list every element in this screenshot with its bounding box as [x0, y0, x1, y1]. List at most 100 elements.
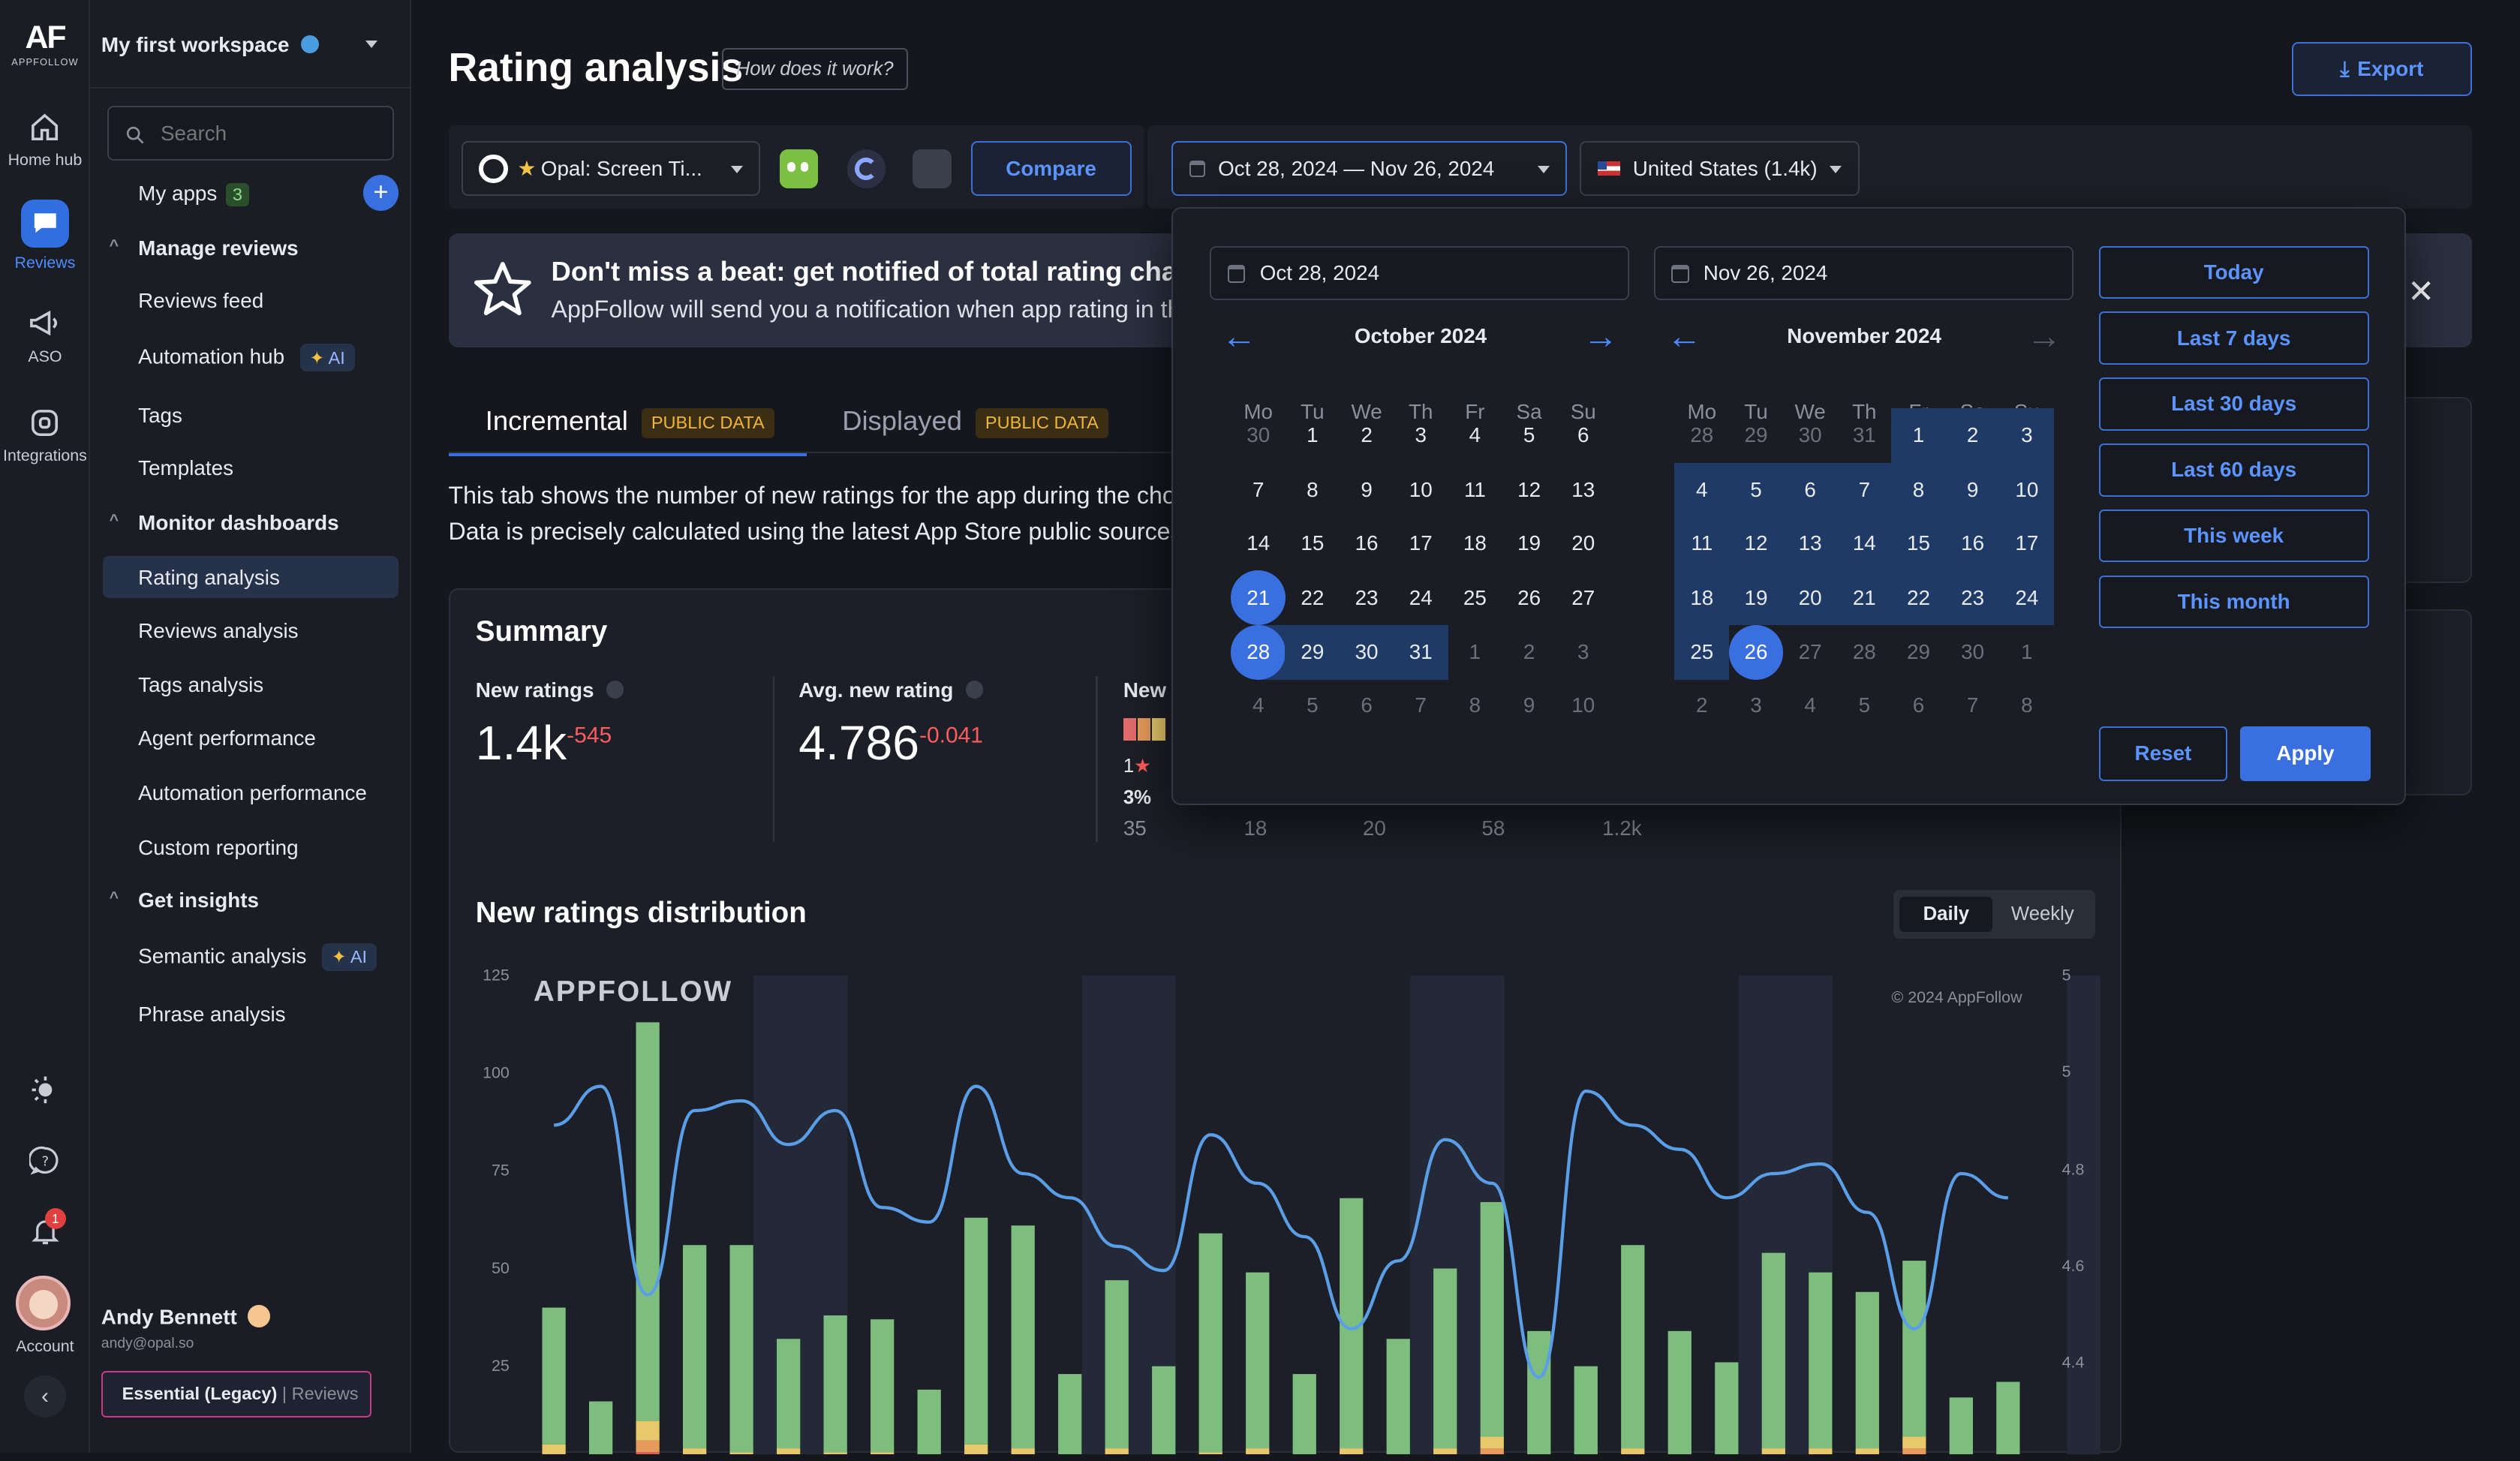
calendar-day[interactable]: 3: [1999, 407, 2055, 463]
chart-bar-segment[interactable]: [1105, 1280, 1129, 1448]
chart-bar-segment[interactable]: [729, 1245, 753, 1453]
calendar-day[interactable]: 18: [1674, 570, 1730, 625]
sidebar-item-agent-performance[interactable]: Agent performance: [138, 726, 316, 750]
calendar-day[interactable]: 2: [1945, 407, 2001, 463]
section-get-insights[interactable]: ^ Get insights: [110, 888, 259, 912]
sidebar-item-reviews-feed[interactable]: Reviews feed: [138, 289, 264, 313]
calendar-day[interactable]: 1: [1469, 640, 1481, 664]
sidebar-item-automation-hub[interactable]: Automation hub ✦ AI: [138, 344, 355, 371]
chart-bar-segment[interactable]: [1011, 1448, 1035, 1456]
preset-last-7-days-button[interactable]: Last 7 days: [2098, 311, 2369, 365]
sidebar-search[interactable]: [107, 106, 394, 161]
calendar-day[interactable]: 10: [1409, 478, 1433, 502]
calendar-day[interactable]: 30: [1798, 423, 1822, 447]
calendar-day[interactable]: 7: [1836, 462, 1892, 518]
sidebar-item-rating-analysis[interactable]: Rating analysis: [138, 565, 280, 589]
calendar-day[interactable]: 12: [1517, 478, 1541, 502]
chart-bar-segment[interactable]: [1151, 1366, 1176, 1460]
start-date-input[interactable]: Oct 28, 2024: [1210, 245, 1630, 301]
country-selector[interactable]: United States (1.4k): [1580, 141, 1860, 197]
calendar-day[interactable]: 6: [1782, 462, 1838, 518]
calendar-day[interactable]: 10: [1999, 462, 2055, 518]
preset-last-60-days-button[interactable]: Last 60 days: [2098, 443, 2369, 497]
chart-bar-segment[interactable]: [776, 1448, 801, 1456]
calendar-day[interactable]: 20: [1571, 531, 1595, 555]
chart-bar-segment[interactable]: [1902, 1436, 1926, 1448]
sidebar-item-my-apps[interactable]: My apps 3: [138, 182, 249, 207]
preset-today-button[interactable]: Today: [2098, 245, 2369, 299]
prev-month-button-right[interactable]: ←: [1667, 318, 1702, 353]
calendar-day[interactable]: 3: [1415, 423, 1427, 447]
calendar-day[interactable]: 25: [1674, 624, 1730, 680]
help-button[interactable]: ?: [27, 1144, 62, 1183]
calendar-day[interactable]: 5: [1307, 693, 1319, 717]
chart-bar-segment[interactable]: [776, 1339, 801, 1448]
search-input[interactable]: [157, 117, 383, 150]
calendar-day[interactable]: 29: [1285, 624, 1340, 680]
chart-bar-segment[interactable]: [542, 1307, 566, 1444]
calendar-day[interactable]: 2: [1696, 693, 1708, 717]
tab-incremental[interactable]: Incremental PUBLIC DATA: [448, 405, 807, 457]
chart-bar-segment[interactable]: [1809, 1272, 1833, 1448]
calendar-day[interactable]: 23: [1945, 570, 2001, 625]
calendar-day[interactable]: 15: [1301, 531, 1325, 555]
calendar-day[interactable]: 4: [1674, 462, 1730, 518]
calendar-day[interactable]: 29: [1744, 423, 1768, 447]
calendar-day[interactable]: 21: [1836, 570, 1892, 625]
chart-bar-segment[interactable]: [1198, 1233, 1222, 1453]
calendar-day[interactable]: 26: [1728, 624, 1784, 680]
calendar-day[interactable]: 24: [1999, 570, 2055, 625]
calendar-day[interactable]: 6: [1361, 693, 1373, 717]
preset-this-week-button[interactable]: This week: [2098, 509, 2369, 563]
chart-bar-segment[interactable]: [1949, 1397, 1973, 1460]
calendar-day[interactable]: 1: [1307, 423, 1319, 447]
calendar-day[interactable]: 14: [1836, 516, 1892, 571]
chart-bar-segment[interactable]: [917, 1389, 941, 1460]
tab-displayed[interactable]: Displayed PUBLIC DATA: [842, 405, 1163, 457]
calendar-day[interactable]: 31: [1852, 423, 1876, 447]
close-banner-button[interactable]: ✕: [2407, 273, 2434, 311]
calendar-day[interactable]: 7: [1966, 693, 1979, 717]
chart-bar-segment[interactable]: [1433, 1268, 1457, 1448]
calendar-day[interactable]: 14: [1246, 531, 1271, 555]
account-avatar[interactable]: [16, 1276, 71, 1331]
chart-bar-segment[interactable]: [1105, 1448, 1129, 1456]
calendar-day[interactable]: 30: [1246, 423, 1271, 447]
chart-bar-segment[interactable]: [682, 1245, 707, 1448]
calendar-day[interactable]: 12: [1728, 516, 1784, 571]
calendar-day[interactable]: 6: [1577, 423, 1589, 447]
chart-bar-segment[interactable]: [1292, 1374, 1316, 1460]
calendar-day[interactable]: 7: [1252, 478, 1265, 502]
sidebar-item-tags[interactable]: Tags: [138, 403, 182, 427]
sidebar-item-phrase-analysis[interactable]: Phrase analysis: [138, 1003, 286, 1027]
calendar-day[interactable]: 1: [1891, 407, 1946, 463]
chart-bar-segment[interactable]: [1761, 1448, 1785, 1456]
calendar-day[interactable]: 28: [1231, 624, 1286, 680]
calendar-day[interactable]: 19: [1728, 570, 1784, 625]
chart-bar-segment[interactable]: [1480, 1436, 1504, 1448]
next-month-button-right[interactable]: →: [2026, 318, 2061, 353]
sidebar-item-custom-reporting[interactable]: Custom reporting: [138, 835, 299, 859]
calendar-day[interactable]: 4: [1469, 423, 1481, 447]
chart-bar-segment[interactable]: [1011, 1225, 1035, 1448]
collapse-sidebar-button[interactable]: ‹: [24, 1375, 66, 1417]
calendar-day[interactable]: 23: [1355, 585, 1379, 609]
workspace-switcher[interactable]: My first workspace: [101, 29, 400, 59]
next-month-button[interactable]: →: [1583, 318, 1618, 353]
info-icon[interactable]: [606, 681, 624, 699]
competitor-app-icon-duolingo[interactable]: [779, 149, 819, 188]
calendar-day[interactable]: 6: [1912, 693, 1925, 717]
calendar-day[interactable]: 18: [1463, 531, 1487, 555]
chart-bar-segment[interactable]: [636, 1440, 660, 1453]
rail-aso[interactable]: ASO: [0, 305, 90, 366]
calendar-day[interactable]: 16: [1355, 531, 1379, 555]
calendar-day[interactable]: 8: [1469, 693, 1481, 717]
calendar-day[interactable]: 31: [1393, 624, 1448, 680]
rail-reviews[interactable]: Reviews: [0, 199, 90, 273]
calendar-day[interactable]: 3: [1750, 693, 1762, 717]
sidebar-item-tags-analysis[interactable]: Tags analysis: [138, 673, 264, 697]
weekly-toggle-button[interactable]: Weekly: [2010, 903, 2074, 924]
calendar-day[interactable]: 27: [1798, 640, 1822, 664]
chart-bar-segment[interactable]: [1527, 1330, 1551, 1460]
calendar-day[interactable]: 28: [1690, 423, 1714, 447]
